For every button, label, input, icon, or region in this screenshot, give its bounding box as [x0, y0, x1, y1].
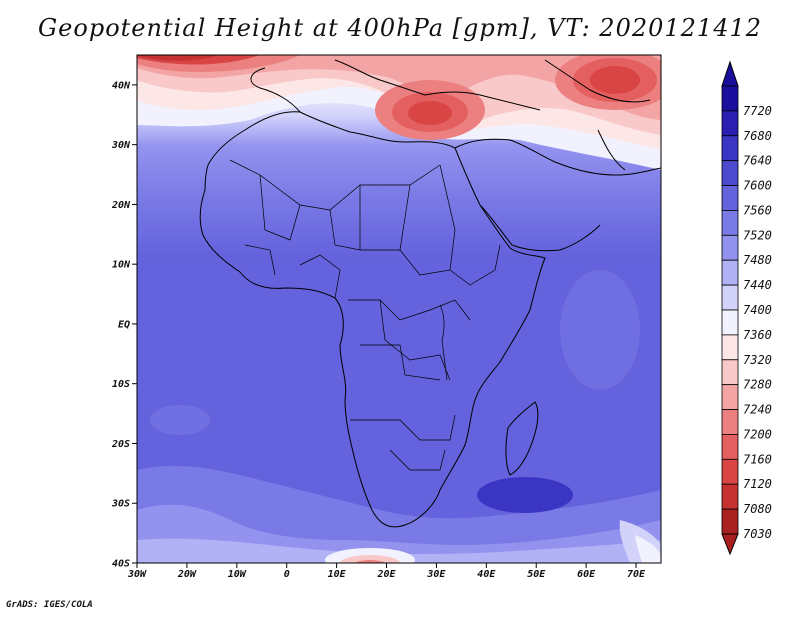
colorbar-swatch — [721, 409, 739, 435]
colorbar-label: 7440 — [743, 278, 772, 292]
lon-tick-label: 20W — [177, 569, 197, 580]
lat-tick-label: 10N — [112, 260, 131, 271]
lon-tick-label: 10W — [228, 569, 247, 580]
colorbar-label: 7200 — [743, 427, 772, 441]
colorbar-label: 7080 — [743, 502, 772, 516]
colorbar-label: 7480 — [743, 253, 772, 267]
colorbar-label: 7400 — [743, 303, 772, 317]
colorbar-swatch — [721, 483, 739, 510]
colorbar-label: 7360 — [743, 328, 772, 342]
colorbar-label: 7720 — [743, 104, 772, 118]
colorbar-swatch — [721, 185, 739, 211]
country-borders — [229, 159, 501, 471]
map-frame — [136, 54, 662, 564]
colorbar-label: 7030 — [743, 527, 772, 541]
colorbar-swatch — [721, 334, 739, 361]
lon-tick-label: 30W — [127, 569, 147, 580]
colorbar-swatch — [721, 234, 739, 261]
colorbar-label: 7240 — [743, 403, 772, 417]
latitude-axis: 40N 30N 20N 10N EQ 10S 20S 30S 40S — [111, 80, 137, 570]
height-field — [137, 55, 661, 563]
lon-tick-label: 70E — [627, 569, 646, 580]
chart-title: Geopotential Height at 400hPa [gpm], VT:… — [38, 14, 762, 42]
colorbar-label: 7160 — [743, 452, 772, 466]
colorbar-label: 7640 — [743, 154, 772, 168]
colorbar-label: 7680 — [743, 129, 772, 143]
colorbar-label: 7320 — [743, 353, 772, 367]
colorbar-swatch — [721, 458, 739, 485]
lon-tick-label: 50E — [527, 569, 546, 580]
lon-tick-label: 60E — [577, 569, 596, 580]
colorbar-swatch — [721, 85, 739, 112]
lat-tick-label: 40S — [112, 559, 130, 570]
lon-tick-label: 30E — [426, 569, 446, 580]
colorbar-swatch — [721, 259, 739, 286]
colorbar-bottom-arrow — [721, 533, 739, 556]
colorbar-swatch — [721, 210, 739, 236]
lat-tick-label: 30S — [111, 499, 130, 510]
colorbar-swatch — [721, 384, 739, 410]
colorbar-label: 7280 — [743, 378, 772, 392]
colorbar-label: 7560 — [743, 203, 772, 217]
colorbar-swatch — [721, 508, 739, 535]
lon-tick-label: 0 — [284, 569, 290, 580]
colorbar-swatch — [721, 135, 739, 162]
lon-tick-label: 10E — [328, 569, 347, 580]
colorbar-swatch — [721, 359, 739, 386]
lat-tick-label: 40N — [112, 80, 131, 91]
colorbar-swatch — [721, 434, 739, 460]
colorbar-label: 7120 — [743, 477, 772, 491]
lat-tick-label: 20N — [111, 200, 131, 211]
colorbar-swatch — [721, 284, 739, 311]
longitude-axis: 30W 20W 10W 0 10E 20E 30E 40E 50E 60E 70E — [127, 563, 646, 580]
colorbar-label: 7520 — [743, 228, 772, 242]
colorbar-swatch — [721, 309, 739, 336]
colorbar: 7720 7680 7640 7600 7560 7520 7480 7440 7400 7360… — [721, 60, 772, 556]
colorbar-swatch — [721, 160, 739, 186]
colorbar-swatch — [721, 110, 739, 137]
lon-tick-label: 20E — [376, 569, 396, 580]
lat-tick-label: 20S — [111, 439, 130, 450]
colorbar-top-arrow — [721, 60, 739, 87]
lon-tick-label: 40E — [477, 569, 496, 580]
lat-tick-label: 30N — [111, 140, 131, 151]
colorbar-label: 7600 — [743, 179, 772, 193]
lat-tick-label: EQ — [118, 319, 130, 330]
lat-tick-label: 10S — [112, 379, 130, 390]
credit-label: GrADS: IGES/COLA — [6, 600, 93, 610]
